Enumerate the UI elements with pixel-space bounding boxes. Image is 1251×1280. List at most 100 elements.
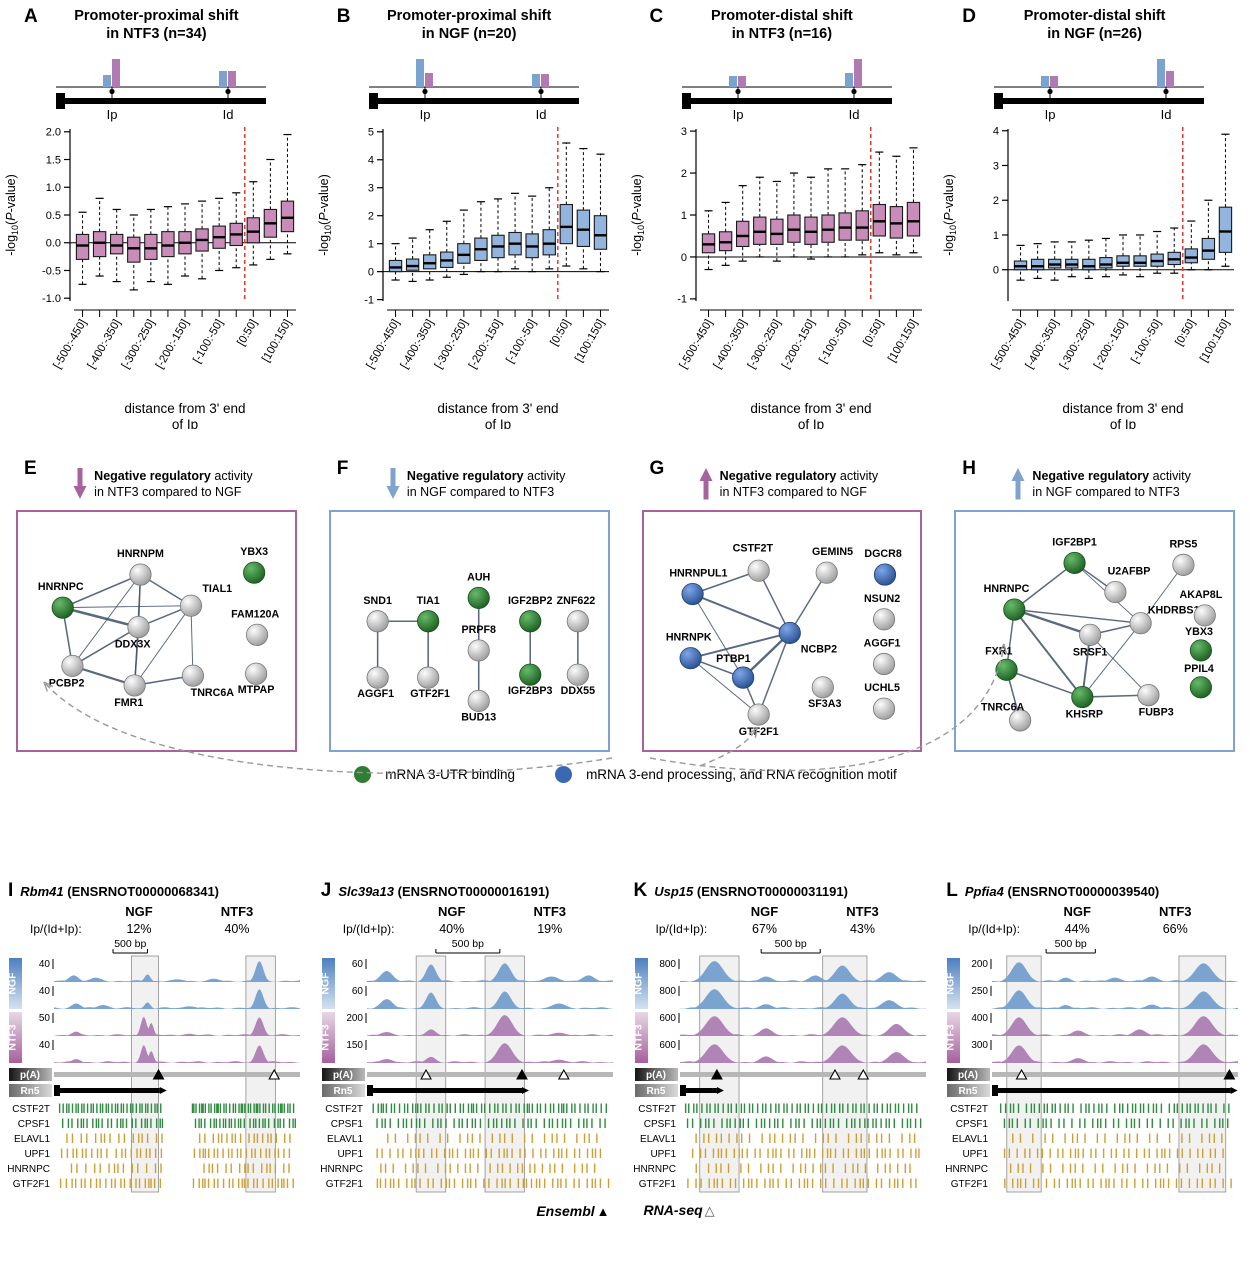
clip-track-GTF2F1 bbox=[376, 1178, 609, 1188]
clip-track-ELAVL1 bbox=[1012, 1133, 1223, 1143]
svg-text:PTBP1: PTBP1 bbox=[716, 653, 751, 665]
network-node-GTF2F1: GTF2F1 bbox=[410, 666, 450, 700]
boxplot-box bbox=[75, 212, 90, 286]
clip-track-CSTF2T bbox=[58, 1103, 295, 1113]
coverage-track-ngf bbox=[992, 962, 1239, 982]
coverage-track-ngf bbox=[679, 961, 926, 982]
panel-C: C Promoter-distal shift in NTF3 (n=16) I… bbox=[626, 6, 939, 429]
network-node-PRPF8: PRPF8 bbox=[461, 624, 496, 662]
ntf3-column-label: NTF3 bbox=[1159, 903, 1192, 919]
svg-text:Ip: Ip bbox=[1045, 107, 1056, 122]
network-node-IGF2BP3: IGF2BP3 bbox=[508, 663, 552, 697]
transcript-id: (ENSRNOT00000016191) bbox=[397, 884, 550, 899]
filled-triangle-icon: ▲ bbox=[596, 1203, 610, 1219]
panel-title-C: Promoter-distal shift in NTF3 (n=16) bbox=[626, 6, 939, 43]
boxplot-box bbox=[735, 185, 749, 263]
coverage-track-ntf3 bbox=[992, 1016, 1239, 1036]
boxplot-chart: -1 0 1 2 3 4 5 [-500:-450] [-400:-350] [-300:-250… bbox=[313, 123, 626, 429]
svg-text:NTF3: NTF3 bbox=[8, 1024, 19, 1050]
network-box: CSTF2T GEMIN5 DGCR8 HNRNPUL1 NSUN2 HNRNPK NCBP… bbox=[641, 510, 923, 752]
rn5-gene-model bbox=[54, 1088, 160, 1093]
panel-letter-A: A bbox=[24, 6, 38, 27]
ensembl-polyA-triangle-icon bbox=[710, 1068, 723, 1080]
boxplot-box bbox=[422, 229, 437, 281]
clip-track-CSTF2T bbox=[372, 1103, 607, 1113]
coverage-track-ngf bbox=[992, 990, 1239, 1009]
panel-G: G Negative regulatory activity in NTF3 c… bbox=[626, 458, 939, 752]
network-node-KHDRBS1: KHDRBS1 bbox=[1129, 604, 1200, 635]
svg-text:2: 2 bbox=[368, 211, 374, 223]
svg-text:Rn5: Rn5 bbox=[333, 1086, 352, 1097]
network-node-FUBP3: FUBP3 bbox=[1137, 684, 1174, 719]
svg-text:[-200:-150]: [-200:-150] bbox=[467, 318, 505, 371]
coverage-track-ntf3 bbox=[54, 1016, 300, 1036]
svg-text:HNRNPC: HNRNPC bbox=[946, 1164, 988, 1175]
panel-title-A: Promoter-proximal shift in NTF3 (n=34) bbox=[0, 6, 313, 43]
boxplot-box bbox=[1082, 239, 1096, 280]
svg-text:1: 1 bbox=[680, 210, 686, 222]
polyA-track bbox=[366, 1072, 613, 1077]
svg-text:BUD13: BUD13 bbox=[461, 711, 496, 723]
svg-text:50: 50 bbox=[39, 1013, 51, 1024]
svg-text:[-100:-50]: [-100:-50] bbox=[817, 318, 852, 366]
svg-text:ZNF622: ZNF622 bbox=[556, 595, 595, 607]
boxplot-box bbox=[456, 209, 471, 276]
network-title-line2: in NGF compared to NTF3 bbox=[1032, 485, 1180, 499]
legend-blue-label: mRNA 3-end processing, and RNA recogniti… bbox=[586, 767, 897, 782]
clip-track-ELAVL1 bbox=[694, 1133, 915, 1143]
panel-title-line2: in NGF (n=20) bbox=[421, 25, 517, 42]
svg-text:of Ip: of Ip bbox=[1110, 417, 1136, 429]
svg-text:CSTF2T: CSTF2T bbox=[12, 1104, 50, 1115]
panel-letter-C: C bbox=[649, 6, 664, 27]
coverage-track-ntf3 bbox=[679, 1016, 926, 1036]
svg-text:2.0: 2.0 bbox=[46, 127, 61, 139]
marker-legend: Ensembl ▲ RNA-seq △ bbox=[0, 1202, 1251, 1219]
ntf3-percent: 40% bbox=[224, 922, 250, 936]
rnaseq-label: RNA-seq bbox=[643, 1202, 703, 1218]
gene-title: Usp15 (ENSRNOT00000031191) bbox=[654, 884, 848, 899]
svg-text:3: 3 bbox=[368, 183, 374, 195]
rnaseq-legend-item: RNA-seq △ bbox=[644, 1202, 715, 1219]
svg-text:0: 0 bbox=[680, 252, 686, 264]
svg-text:[100:150]: [100:150] bbox=[1198, 318, 1232, 365]
svg-text:CPSF1: CPSF1 bbox=[331, 1119, 364, 1130]
svg-text:HNRNPC: HNRNPC bbox=[8, 1164, 50, 1175]
clip-track-UPF1 bbox=[691, 1148, 920, 1158]
svg-text:NGF: NGF bbox=[946, 972, 957, 995]
clip-track-HNRNPC bbox=[695, 1163, 911, 1173]
svg-text:[0:50]: [0:50] bbox=[548, 318, 573, 348]
boxplot-box bbox=[786, 172, 801, 258]
svg-text:2: 2 bbox=[680, 168, 686, 180]
network-node-TNRC6A: TNRC6A bbox=[981, 702, 1032, 732]
ntf3-column-label: NTF3 bbox=[220, 903, 254, 919]
svg-text:CSTF2T: CSTF2T bbox=[638, 1104, 676, 1115]
clip-track-UPF1 bbox=[60, 1148, 291, 1158]
svg-text:AUH: AUH bbox=[467, 571, 490, 583]
svg-text:5: 5 bbox=[368, 127, 374, 139]
transcript-id: (ENSRNOT00000068341) bbox=[67, 884, 220, 899]
ntf3-column-label: NTF3 bbox=[533, 903, 567, 919]
regulation-arrow-icon bbox=[699, 468, 713, 500]
network-title: Negative regulatory activity in NTF3 com… bbox=[720, 468, 878, 501]
network-svg: CSTF2T GEMIN5 DGCR8 HNRNPUL1 NSUN2 HNRNPK NCBP… bbox=[665, 542, 901, 738]
y-axis-label: -log10(P-value) bbox=[317, 175, 333, 257]
svg-text:60: 60 bbox=[352, 986, 364, 997]
svg-text:[100:150]: [100:150] bbox=[260, 318, 294, 365]
ensembl-polyA-triangle-icon bbox=[515, 1068, 528, 1080]
condition-headers: NGF NTF3 bbox=[317, 902, 626, 920]
svg-text:YBX3: YBX3 bbox=[1185, 626, 1213, 638]
svg-text:YBX3: YBX3 bbox=[240, 546, 268, 558]
svg-text:Rn5: Rn5 bbox=[959, 1086, 978, 1097]
svg-text:NGF: NGF bbox=[321, 972, 332, 995]
boxplot-box bbox=[263, 159, 278, 261]
clip-track-HNRNPC bbox=[1010, 1163, 1221, 1173]
ensembl-legend-item: Ensembl ▲ bbox=[536, 1203, 609, 1219]
ngf-percent: 44% bbox=[1064, 922, 1090, 936]
svg-text:PCBP2: PCBP2 bbox=[49, 677, 85, 689]
svg-text:p(A): p(A) bbox=[333, 1070, 353, 1081]
condition-headers: NGF NTF3 bbox=[942, 902, 1251, 920]
ratio-label: Ip/(Id+Ip): bbox=[968, 922, 1020, 936]
network-title: Negative regulatory activity in NGF comp… bbox=[407, 468, 565, 501]
svg-text:GTF2F1: GTF2F1 bbox=[326, 1179, 364, 1190]
svg-text:SF3A3: SF3A3 bbox=[808, 698, 841, 710]
